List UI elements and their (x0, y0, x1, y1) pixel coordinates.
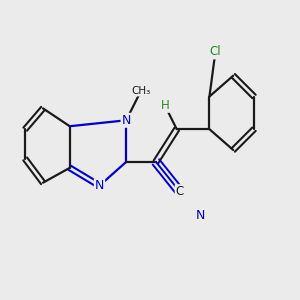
Text: N: N (95, 179, 104, 192)
Text: Cl: Cl (210, 45, 221, 58)
Text: CH₃: CH₃ (131, 85, 151, 96)
Text: C: C (176, 185, 184, 198)
Text: N: N (196, 209, 205, 222)
Text: N: N (122, 114, 131, 127)
Text: H: H (160, 99, 169, 112)
